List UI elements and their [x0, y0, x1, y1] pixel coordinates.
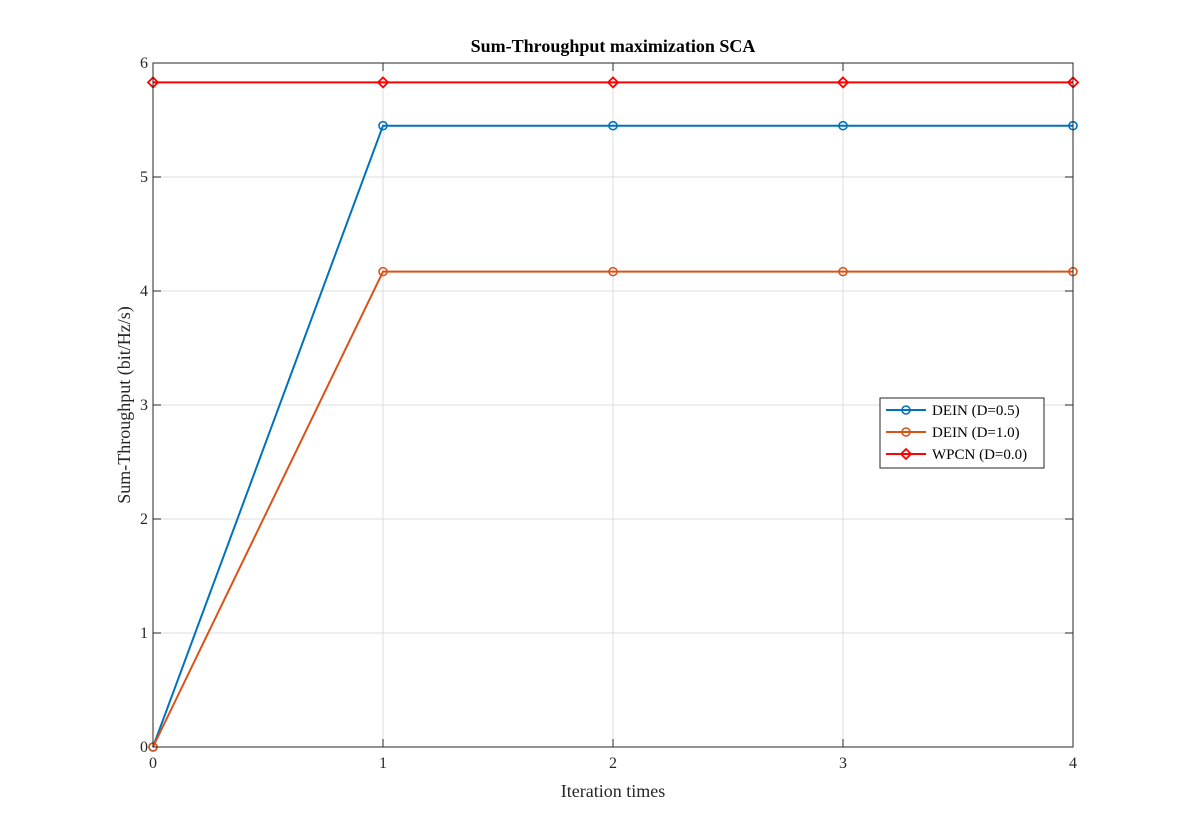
y-tick-label: 6: [140, 55, 148, 72]
x-tick-label: 0: [149, 755, 157, 772]
legend-items: DEIN (D=0.5) DEIN (D=1.0) WPCN (D=0.0): [886, 403, 1027, 463]
data-point: [608, 120, 618, 131]
legend-swatch-marker: [901, 427, 911, 437]
x-tick-label: 2: [609, 755, 617, 772]
y-tick-label: 2: [140, 511, 148, 528]
legend-item: WPCN (D=0.0): [886, 447, 1027, 463]
legend-label: DEIN (D=1.0): [932, 425, 1020, 441]
data-point: [836, 76, 850, 89]
series-3: [146, 76, 1080, 89]
y-axis-label: Sum-Throughput (bit/Hz/s): [114, 306, 135, 503]
y-tick-label: 5: [140, 169, 148, 186]
data-point: [378, 266, 388, 277]
data-point: [838, 120, 848, 131]
series-layer: [146, 76, 1080, 752]
y-tick-label: 1: [140, 625, 148, 642]
data-point: [838, 266, 848, 277]
data-point: [378, 120, 388, 131]
y-tick-label: 3: [140, 397, 148, 414]
data-point: [606, 76, 620, 89]
chart-title: Sum-Throughput maximization SCA: [471, 36, 756, 56]
axis-ticks: [152, 62, 1074, 748]
legend-item: DEIN (D=1.0): [886, 425, 1020, 441]
series-line: [152, 270, 1073, 748]
x-tick-label: 4: [1069, 755, 1077, 772]
x-tick-label: 3: [839, 755, 847, 772]
legend: DEIN (D=0.5) DEIN (D=1.0) WPCN (D=0.0): [879, 397, 1045, 469]
tick-labels: 0 1 2 3 4 0 1 2 3 4 5 6: [140, 55, 1077, 772]
legend-label: DEIN (D=0.5): [932, 403, 1020, 419]
x-tick-label: 1: [379, 755, 387, 772]
legend-swatch-marker: [899, 447, 913, 461]
data-point: [376, 76, 390, 89]
legend-swatch-marker: [901, 405, 911, 415]
y-tick-label: 4: [140, 283, 148, 300]
x-axis-label: Iteration times: [561, 781, 665, 801]
y-tick-label: 0: [140, 739, 148, 756]
series-line: [152, 124, 1073, 748]
grid: [152, 62, 1074, 748]
data-point: [608, 266, 618, 277]
legend-label: WPCN (D=0.0): [932, 447, 1027, 463]
legend-item: DEIN (D=0.5): [886, 403, 1020, 419]
